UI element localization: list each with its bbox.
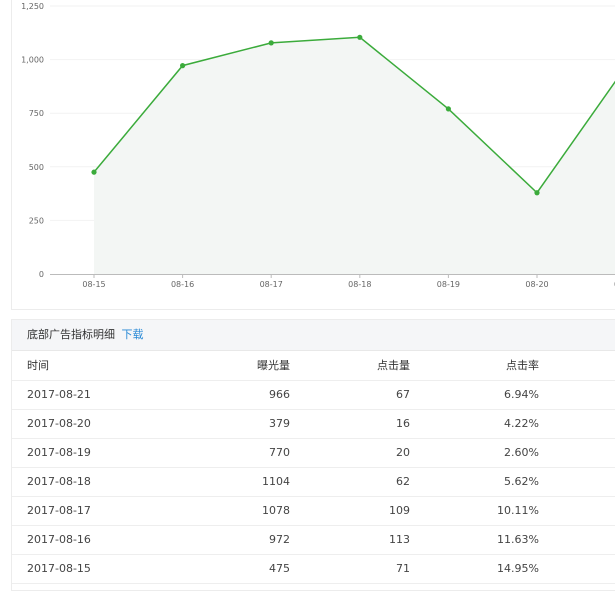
row-impressions: 1078 xyxy=(262,504,290,517)
table-title-bar: 底部广告指标明细 下载 xyxy=(12,320,615,351)
row-ctr: 4.22% xyxy=(504,417,539,430)
table-header-row: 时间 曝光量 点击量 点击率 xyxy=(12,351,615,381)
exposure-line-chart: 0 250 500 750 1,000 1,250 08-15 08-16 08-17 08-18… xyxy=(21,2,615,289)
row-impressions: 966 xyxy=(269,388,290,401)
y-tick-label: 250 xyxy=(29,216,44,225)
column-header-date[interactable]: 时间 xyxy=(27,359,49,372)
y-tick-label: 750 xyxy=(29,109,44,118)
y-tick-label: 500 xyxy=(29,163,44,172)
row-date: 2017-08-21 xyxy=(27,388,91,401)
row-clicks: 16 xyxy=(396,417,410,430)
row-impressions: 475 xyxy=(269,562,290,575)
column-header-clicks[interactable]: 点击量 xyxy=(377,359,410,372)
data-point xyxy=(534,190,540,196)
row-date: 2017-08-15 xyxy=(27,562,91,575)
row-clicks: 113 xyxy=(389,533,410,546)
table-row: 2017-08-21 966 67 6.94% xyxy=(12,381,615,410)
series-area-fill xyxy=(94,37,615,274)
x-tick-label: 08-21 xyxy=(614,280,615,289)
y-tick-label: 0 xyxy=(39,270,44,279)
row-date: 2017-08-18 xyxy=(27,475,91,488)
row-impressions: 770 xyxy=(269,446,290,459)
ad-metrics-table-panel: 底部广告指标明细 下载 时间 曝光量 点击量 点击率 2017-08-21 96… xyxy=(11,319,615,591)
data-point xyxy=(268,40,274,46)
table-row: 2017-08-17 1078 109 10.11% xyxy=(12,497,615,526)
x-tick-label: 08-19 xyxy=(437,280,460,289)
data-point xyxy=(445,106,451,112)
row-date: 2017-08-20 xyxy=(27,417,91,430)
y-tick-label: 1,250 xyxy=(21,2,44,11)
row-clicks: 67 xyxy=(396,388,410,401)
column-header-impressions[interactable]: 曝光量 xyxy=(257,359,290,372)
row-impressions: 972 xyxy=(269,533,290,546)
x-tick-label: 08-15 xyxy=(82,280,105,289)
table-row: 2017-08-18 1104 62 5.62% xyxy=(12,468,615,497)
row-impressions: 379 xyxy=(269,417,290,430)
download-link[interactable]: 下载 xyxy=(121,328,144,341)
row-date: 2017-08-19 xyxy=(27,446,91,459)
table-row: 2017-08-19 770 20 2.60% xyxy=(12,439,615,468)
data-point xyxy=(91,169,97,175)
table-title: 底部广告指标明细 xyxy=(27,328,115,341)
row-ctr: 5.62% xyxy=(504,475,539,488)
data-point xyxy=(180,63,186,69)
row-ctr: 10.11% xyxy=(497,504,539,517)
row-clicks: 20 xyxy=(396,446,410,459)
row-ctr: 2.60% xyxy=(504,446,539,459)
row-clicks: 71 xyxy=(396,562,410,575)
table-row: 2017-08-16 972 113 11.63% xyxy=(12,526,615,555)
row-ctr: 14.95% xyxy=(497,562,539,575)
row-ctr: 11.63% xyxy=(497,533,539,546)
x-tick-label: 08-20 xyxy=(525,280,548,289)
x-tick-label: 08-17 xyxy=(260,280,283,289)
table-row: 2017-08-20 379 16 4.22% xyxy=(12,410,615,439)
exposure-chart-panel: 0 250 500 750 1,000 1,250 08-15 08-16 08-17 08-18… xyxy=(11,0,615,310)
x-tick-label: 08-16 xyxy=(171,280,194,289)
x-tick-label: 08-18 xyxy=(348,280,371,289)
row-ctr: 6.94% xyxy=(504,388,539,401)
column-header-ctr[interactable]: 点击率 xyxy=(506,359,539,372)
row-clicks: 109 xyxy=(389,504,410,517)
row-date: 2017-08-17 xyxy=(27,504,91,517)
row-clicks: 62 xyxy=(396,475,410,488)
row-date: 2017-08-16 xyxy=(27,533,91,546)
row-impressions: 1104 xyxy=(262,475,290,488)
y-tick-label: 1,000 xyxy=(21,56,44,65)
data-point xyxy=(357,34,363,40)
table-row: 2017-08-15 475 71 14.95% xyxy=(12,555,615,584)
